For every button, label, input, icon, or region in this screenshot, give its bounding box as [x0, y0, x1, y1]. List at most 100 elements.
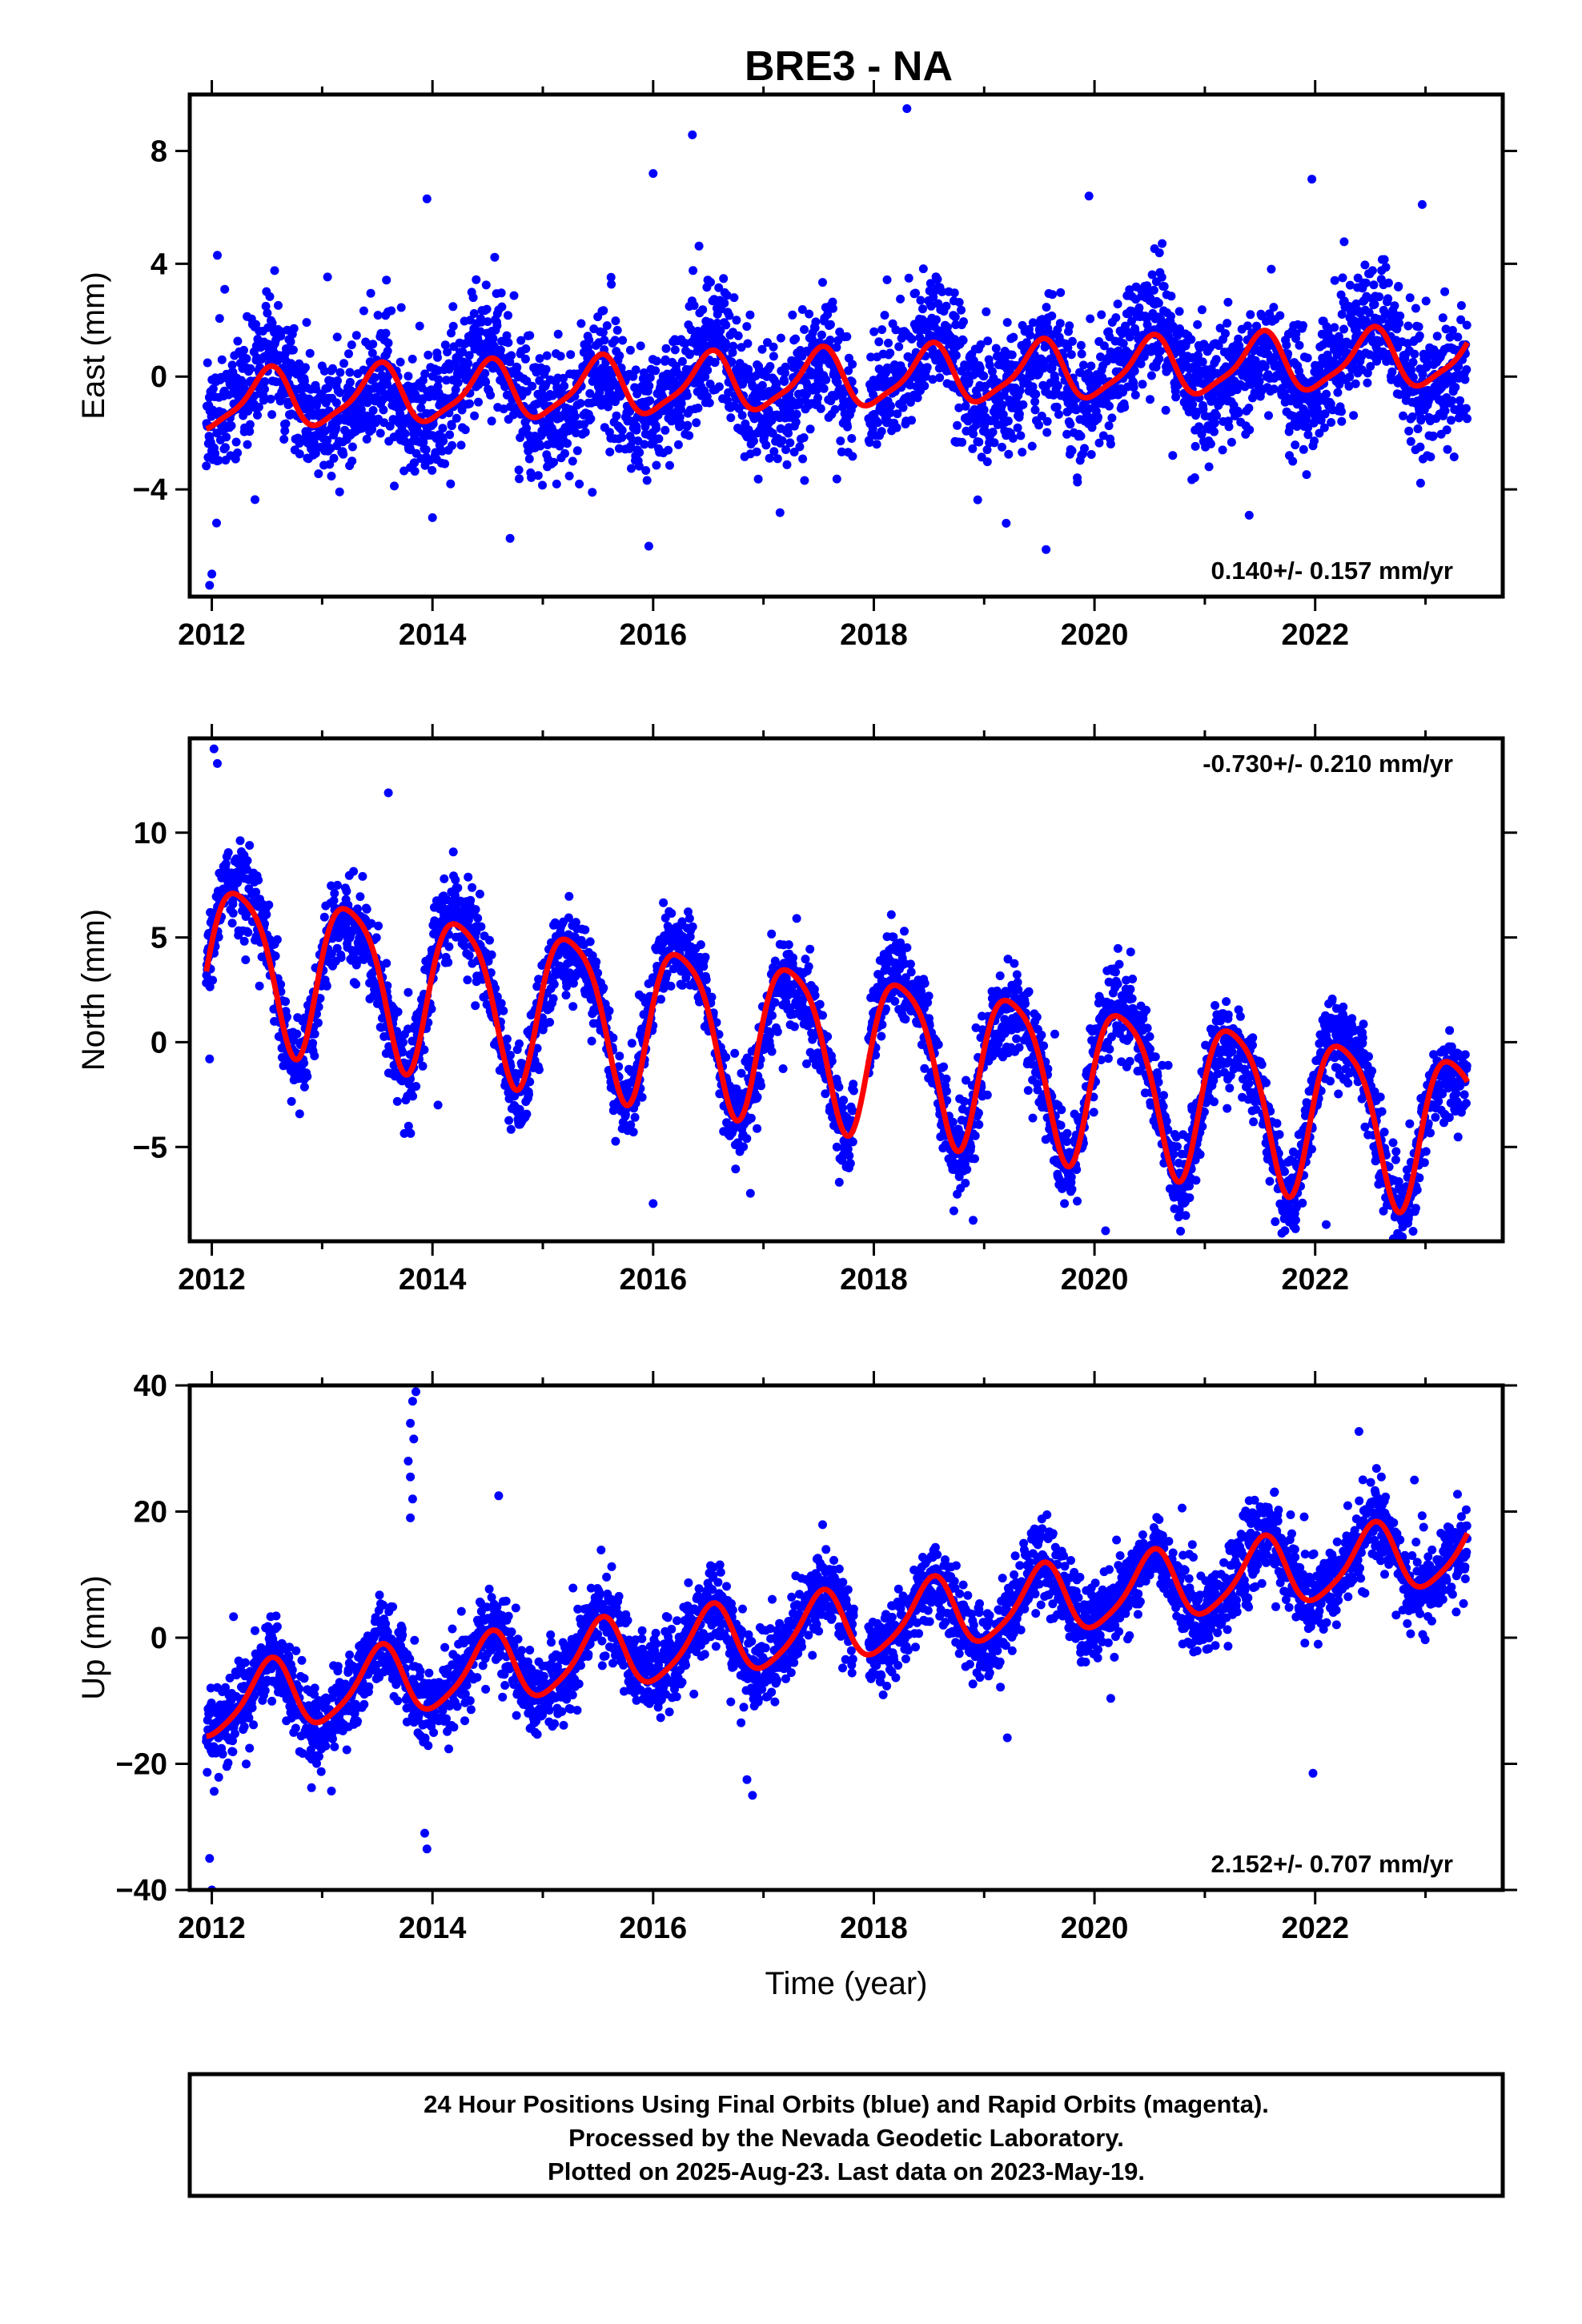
- data-point: [775, 508, 785, 517]
- data-point: [998, 400, 1007, 409]
- data-point: [404, 372, 413, 381]
- data-point: [911, 288, 920, 298]
- data-point: [757, 344, 767, 354]
- data-point: [719, 274, 729, 283]
- data-point: [1361, 278, 1371, 287]
- data-point: [640, 422, 650, 432]
- data-point: [742, 322, 752, 332]
- data-point: [615, 351, 624, 360]
- data-point: [227, 919, 237, 928]
- data-point: [265, 292, 275, 301]
- data-point: [713, 319, 722, 328]
- data-point: [1223, 297, 1233, 307]
- data-point: [1224, 422, 1234, 432]
- data-point: [688, 130, 697, 139]
- data-point: [1026, 331, 1035, 340]
- data-point: [333, 376, 342, 385]
- data-point: [261, 301, 271, 311]
- data-point: [1245, 425, 1255, 435]
- x-tick-label: 2018: [840, 618, 908, 652]
- data-point: [865, 438, 874, 447]
- data-point: [335, 388, 345, 397]
- data-point: [1157, 272, 1166, 282]
- data-point: [1244, 404, 1254, 412]
- data-point: [1440, 287, 1450, 296]
- data-point: [1337, 310, 1347, 319]
- data-point: [645, 373, 655, 382]
- data-point: [406, 1128, 416, 1138]
- data-point: [765, 362, 775, 371]
- data-point: [1460, 375, 1470, 384]
- data-point: [419, 437, 428, 447]
- data-point: [553, 329, 563, 339]
- data-point: [243, 406, 253, 416]
- data-point: [390, 481, 399, 491]
- data-point: [524, 1090, 533, 1099]
- data-point: [789, 448, 799, 456]
- data-point: [214, 456, 223, 465]
- data-point: [896, 294, 905, 304]
- data-point: [599, 306, 608, 316]
- data-point: [570, 412, 580, 421]
- data-point: [1295, 340, 1304, 350]
- data-point: [1372, 356, 1382, 366]
- data-point: [654, 434, 664, 444]
- data-point: [628, 372, 638, 381]
- data-point: [953, 420, 962, 430]
- data-point: [1104, 421, 1114, 431]
- data-point: [1367, 266, 1377, 275]
- data-point: [538, 480, 547, 490]
- data-point: [555, 413, 564, 423]
- data-point: [683, 420, 693, 430]
- data-point: [530, 432, 540, 440]
- data-point: [452, 413, 461, 423]
- data-point: [1344, 381, 1354, 391]
- data-point: [1246, 310, 1255, 320]
- data-point: [335, 368, 345, 377]
- data-point: [255, 981, 264, 991]
- data-point: [387, 306, 396, 316]
- data-point: [358, 871, 367, 881]
- data-point: [460, 425, 470, 435]
- data-point: [469, 309, 479, 318]
- data-point: [1049, 358, 1058, 368]
- data-point: [1303, 430, 1313, 440]
- data-point: [585, 388, 595, 398]
- data-point: [220, 284, 230, 294]
- outlier-point: [207, 569, 217, 579]
- data-point: [1198, 357, 1207, 367]
- data-point: [1403, 321, 1413, 331]
- data-point: [907, 416, 917, 425]
- data-point: [785, 438, 795, 448]
- data-point: [1086, 450, 1096, 459]
- data-point: [1413, 424, 1423, 433]
- data-point: [355, 892, 365, 902]
- data-point: [1462, 320, 1472, 330]
- outlier-point: [1084, 191, 1094, 201]
- data-point: [1056, 287, 1066, 297]
- data-point: [692, 418, 701, 428]
- data-point: [568, 1002, 578, 1011]
- data-point: [281, 997, 291, 1007]
- data-point: [329, 453, 339, 463]
- data-point: [642, 476, 652, 485]
- data-point: [866, 352, 876, 362]
- data-point: [319, 366, 329, 376]
- data-point: [400, 428, 410, 438]
- data-point: [637, 1092, 647, 1102]
- data-point: [1086, 361, 1096, 371]
- data-point: [670, 345, 680, 355]
- data-point: [893, 409, 902, 419]
- data-point: [468, 883, 477, 892]
- data-point: [1449, 452, 1459, 461]
- outlier-point: [428, 513, 437, 522]
- data-point: [631, 365, 640, 375]
- data-point: [828, 304, 837, 313]
- data-point: [968, 444, 978, 453]
- data-point: [1327, 418, 1336, 427]
- data-point: [798, 454, 808, 464]
- data-point: [208, 405, 218, 415]
- data-point: [1042, 428, 1052, 437]
- data-point: [1098, 431, 1108, 440]
- data-point: [873, 418, 883, 428]
